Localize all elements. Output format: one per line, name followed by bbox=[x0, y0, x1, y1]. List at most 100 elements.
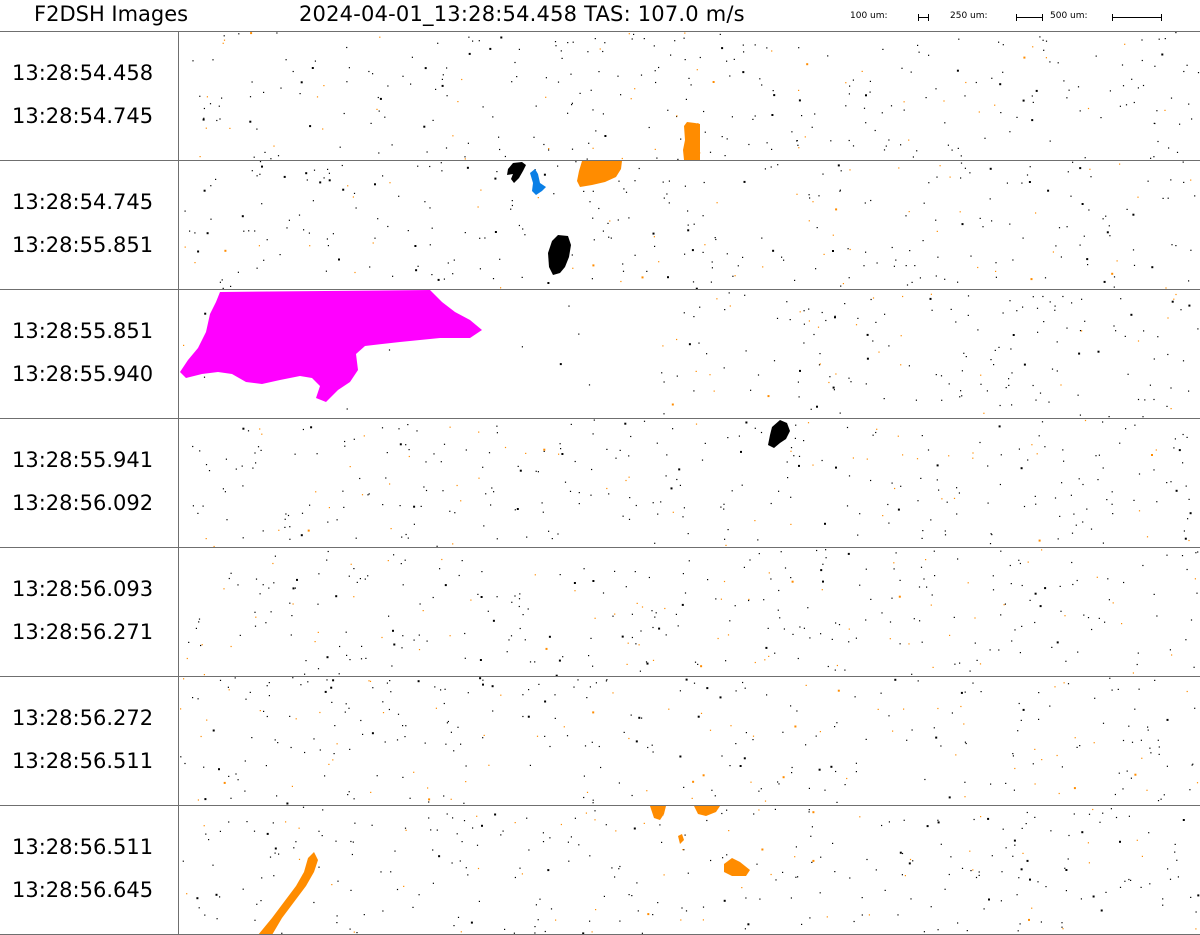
speckle-dot bbox=[1060, 256, 1062, 258]
speckle-dot bbox=[687, 872, 689, 874]
speckle-dot bbox=[522, 228, 524, 230]
speckle-dot bbox=[208, 470, 211, 472]
speckle-dot bbox=[457, 726, 459, 728]
speckle-dot bbox=[208, 839, 210, 841]
speckle-dot bbox=[958, 492, 960, 494]
speckle-dot bbox=[511, 601, 513, 603]
speckle-dot bbox=[589, 920, 591, 922]
speckle-dot bbox=[983, 908, 985, 910]
speckle-dot bbox=[782, 731, 784, 733]
speckle-dot bbox=[676, 338, 678, 341]
speckle-dot bbox=[598, 745, 600, 748]
speckle-dot bbox=[390, 871, 392, 873]
speckle-dot bbox=[963, 352, 965, 354]
speckle-dot bbox=[1098, 617, 1100, 619]
speckle-dot bbox=[982, 226, 984, 228]
speckle-dot bbox=[1016, 894, 1018, 896]
speckle-dot bbox=[825, 549, 827, 551]
speckle-dot bbox=[1041, 549, 1043, 551]
speckle-dot bbox=[665, 634, 667, 636]
speckle-dot bbox=[592, 109, 594, 111]
speckle-dot bbox=[855, 324, 858, 326]
speckle-dot bbox=[888, 821, 890, 823]
speckle-dot bbox=[861, 70, 863, 72]
speckle-dot bbox=[810, 408, 812, 410]
speckle-dot bbox=[1010, 583, 1012, 585]
speckle-dot bbox=[443, 278, 445, 280]
speckle-dot bbox=[422, 610, 424, 612]
speckle-dot bbox=[798, 99, 801, 102]
speckle-dot bbox=[1041, 759, 1043, 761]
speckle-dot bbox=[1170, 481, 1172, 483]
speckle-dot bbox=[248, 230, 250, 232]
speckle-dot bbox=[940, 375, 943, 377]
speckle-dot bbox=[691, 797, 693, 799]
speckle-dot bbox=[704, 442, 706, 444]
speckle-dot bbox=[895, 259, 897, 261]
speckle-dot bbox=[1136, 839, 1138, 841]
speckle-dot bbox=[711, 789, 713, 791]
speckle-dot bbox=[1028, 181, 1031, 183]
speckle-dot bbox=[1000, 550, 1002, 552]
speckle-dot bbox=[192, 445, 194, 448]
speckle-dot bbox=[720, 506, 722, 508]
speckle-dot bbox=[651, 744, 653, 746]
speckle-dot bbox=[286, 802, 289, 805]
speckle-dot bbox=[1073, 513, 1075, 515]
speckle-dot bbox=[731, 116, 733, 118]
speckle-dot bbox=[1057, 538, 1059, 540]
speckle-dot bbox=[933, 550, 935, 552]
speckle-dot bbox=[761, 848, 764, 851]
speckle-dot bbox=[508, 639, 510, 641]
speckle-dot bbox=[488, 452, 491, 454]
speckle-dot bbox=[927, 449, 930, 451]
speckle-dot bbox=[261, 165, 263, 168]
speckle-dot bbox=[654, 245, 656, 247]
speckle-dot bbox=[764, 168, 766, 170]
speckle-dot bbox=[452, 135, 454, 137]
speckle-dot bbox=[235, 468, 237, 470]
speckle-dot bbox=[1095, 455, 1097, 457]
speckle-dot bbox=[1162, 898, 1164, 900]
speckle-dot bbox=[417, 680, 420, 683]
speckle-dot bbox=[764, 800, 767, 802]
speckle-dot bbox=[200, 735, 202, 738]
speckle-dot bbox=[1113, 276, 1116, 278]
speckle-dot bbox=[1190, 619, 1193, 621]
speckle-dot bbox=[593, 419, 595, 421]
speckle-dot bbox=[641, 606, 644, 608]
speckle-dot bbox=[382, 910, 384, 912]
speckle-dot bbox=[711, 261, 713, 263]
speckle-dot bbox=[307, 529, 310, 532]
speckle-dot bbox=[847, 552, 850, 555]
speckle-dot bbox=[559, 363, 562, 366]
speckle-dot bbox=[279, 254, 281, 256]
speckle-dot bbox=[388, 708, 390, 711]
speckle-dot bbox=[249, 120, 252, 123]
speckle-dot bbox=[235, 773, 237, 775]
speckle-dot bbox=[726, 253, 728, 255]
speckle-dot bbox=[723, 899, 726, 902]
speckle-dot bbox=[1084, 419, 1087, 422]
speckle-dot bbox=[356, 581, 358, 583]
speckle-dot bbox=[608, 236, 610, 238]
speckle-dot bbox=[916, 150, 918, 152]
speckle-dot bbox=[1179, 123, 1181, 125]
speckle-dot bbox=[795, 846, 797, 848]
speckle-dot bbox=[703, 181, 705, 184]
speckle-dot bbox=[595, 909, 597, 911]
speckle-dot bbox=[1072, 583, 1074, 586]
speckle-dot bbox=[913, 618, 915, 620]
speckle-dot bbox=[1174, 851, 1176, 853]
speckle-dot bbox=[1034, 783, 1036, 785]
speckle-dot bbox=[223, 39, 226, 41]
speckle-dot bbox=[1019, 652, 1021, 654]
speckle-dot bbox=[1186, 690, 1188, 693]
speckle-dot bbox=[1170, 97, 1173, 99]
speckle-dot bbox=[1188, 498, 1190, 500]
speckle-dot bbox=[904, 875, 906, 877]
speckle-dot bbox=[761, 84, 763, 86]
speckle-dot bbox=[1051, 646, 1053, 648]
speckle-dot bbox=[1195, 911, 1197, 913]
speckle-dot bbox=[991, 220, 993, 222]
